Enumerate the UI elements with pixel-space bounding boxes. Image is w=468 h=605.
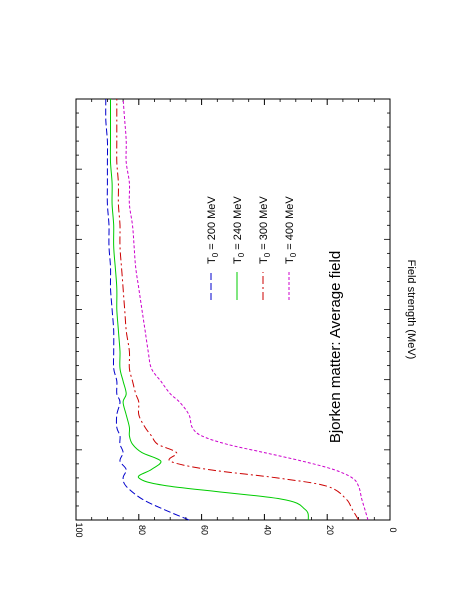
- legend-label-subscript: 0: [263, 252, 272, 257]
- legend-label-base: T: [206, 257, 218, 264]
- legend-label-base: T: [284, 257, 296, 264]
- legend-label-rest: = 240 MeV: [232, 196, 244, 253]
- legend-label-3: T0 = 300 MeV: [258, 196, 272, 264]
- y-tick-label: 100: [74, 522, 84, 537]
- legend-label-subscript: 0: [237, 252, 246, 257]
- annotation-text: Bjorken matter: Average field: [327, 251, 344, 443]
- legend-label-rest: = 300 MeV: [258, 196, 270, 253]
- legend-label-2: T0 = 240 MeV: [232, 196, 246, 264]
- series-line-2: [109, 99, 309, 521]
- series-line-1: [105, 98, 190, 521]
- legend-label-rest: = 400 MeV: [284, 196, 296, 253]
- legend-label-1: T0 = 200 MeV: [206, 196, 220, 264]
- series-line-4: [122, 98, 369, 521]
- y-tick-label: 0: [388, 527, 398, 532]
- y-tick-label: 60: [200, 525, 210, 535]
- legend-label-base: T: [232, 257, 244, 264]
- series-group: [105, 98, 369, 521]
- y-axis-title: Field strength (MeV): [405, 260, 417, 360]
- legend-label-subscript: 0: [289, 252, 298, 257]
- legend-label-rest: = 200 MeV: [206, 196, 218, 253]
- y-tick-label: 80: [137, 525, 147, 535]
- series-line-3: [116, 99, 360, 521]
- tick-group: 0 20 40 60 80 100: [74, 98, 398, 538]
- y-tick-label: 20: [325, 525, 335, 535]
- legend-label-4: T0 = 400 MeV: [284, 196, 298, 264]
- y-tick-label: 40: [262, 525, 272, 535]
- legend-label-subscript: 0: [211, 252, 220, 257]
- legend-label-base: T: [258, 257, 270, 264]
